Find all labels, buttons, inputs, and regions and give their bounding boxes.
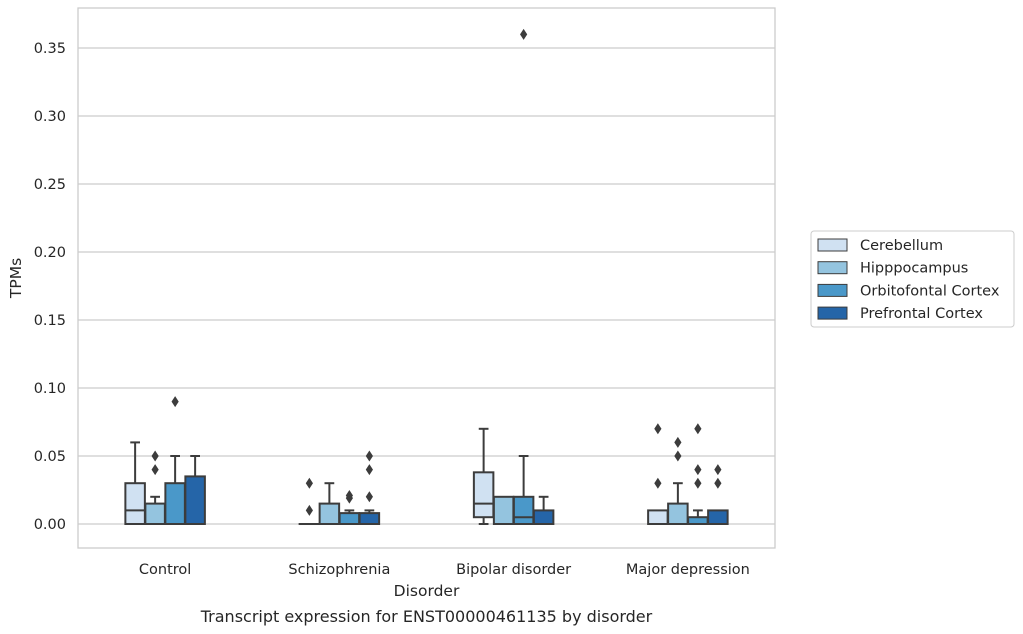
outlier-point [674,450,682,462]
legend-swatch [817,261,848,275]
box-schizophrenia-1 [318,482,341,526]
legend-label: Prefrontal Cortex [860,306,983,322]
box-major-depression-2 [687,423,709,526]
box-schizophrenia-3 [358,450,381,525]
y-tick-label: 0.35 [34,41,66,57]
legend-label: Orbitofontal Cortex [860,283,1000,299]
outlier-point [151,464,159,476]
outlier-point [714,477,722,489]
legend-label: Hipppocampus [860,261,968,277]
y-tick-label: 0.00 [34,517,66,533]
x-tick-labels: Control Schizophrenia Bipolar disorder Majo… [139,562,750,578]
box-body [512,495,535,525]
box-bipolar-disorder-3 [532,495,555,525]
box-body [338,512,361,525]
outlier-point [694,464,702,476]
outlier-point [171,396,179,408]
outlier-point [714,464,722,476]
grid-lines [78,47,775,525]
box-body [707,509,729,525]
box-control-2 [164,396,186,526]
box-schizophrenia-0 [298,477,321,526]
box-body [492,495,515,525]
x-tick-label: Major depression [626,562,750,578]
plot-frame [77,7,776,549]
box-body [532,509,555,525]
outlier-point [305,504,313,516]
outlier-point [365,464,373,476]
box-body [144,502,166,526]
box-body [687,516,709,526]
box-major-depression-1 [667,436,689,526]
outlier-point [694,477,702,489]
box-major-depression-3 [707,464,729,525]
x-axis-label: Disorder [394,582,460,600]
outlier-point [151,450,159,462]
outlier-point [305,477,313,489]
box-body [358,512,381,525]
y-tick-label: 0.15 [34,313,66,329]
box-body [124,482,146,526]
box-body [472,471,495,519]
y-tick-label: 0.25 [34,177,66,193]
x-tick-label: Schizophrenia [288,562,390,578]
y-tick-label: 0.30 [34,109,66,125]
y-tick-label: 0.05 [34,449,66,465]
box-body [667,502,689,526]
box-control-1 [144,450,166,526]
box-bipolar-disorder-2 [512,28,535,525]
outlier-point [674,436,682,448]
y-axis-label: TPMs [7,258,25,299]
outlier-point [694,423,702,435]
box-body [184,475,206,525]
y-tick-label: 0.20 [34,245,66,261]
figure-caption: Transcript expression for ENST0000046113… [200,607,653,626]
box-body [318,502,341,526]
legend-swatch [817,283,848,297]
outlier-point [520,28,528,40]
legend: Cerebellum Hipppocampus Orbitofontal Corte… [810,230,1015,328]
legend-label: Cerebellum [860,238,943,254]
outlier-point [365,450,373,462]
legend-swatch [817,306,848,320]
outlier-point [365,491,373,503]
legend-frame [810,230,1015,328]
box-control-0 [124,441,146,526]
box-body [164,482,186,526]
x-tick-label: Bipolar disorder [456,562,571,578]
box-control-3 [184,455,206,525]
box-major-depression-0 [647,423,669,525]
x-tick-label: Control [139,562,191,578]
legend-swatch [817,238,848,252]
outlier-point [654,477,662,489]
box-plots [124,28,729,526]
box-schizophrenia-2 [338,489,361,525]
y-tick-label: 0.10 [34,381,66,397]
outlier-point [345,489,353,501]
y-tick-labels: 0.00 0.05 0.10 0.15 0.20 0.25 0.30 0.35 [34,41,66,533]
box-bipolar-disorder-1 [492,495,515,525]
outlier-point [654,423,662,435]
box-body [647,509,669,525]
box-bipolar-disorder-0 [472,427,495,525]
